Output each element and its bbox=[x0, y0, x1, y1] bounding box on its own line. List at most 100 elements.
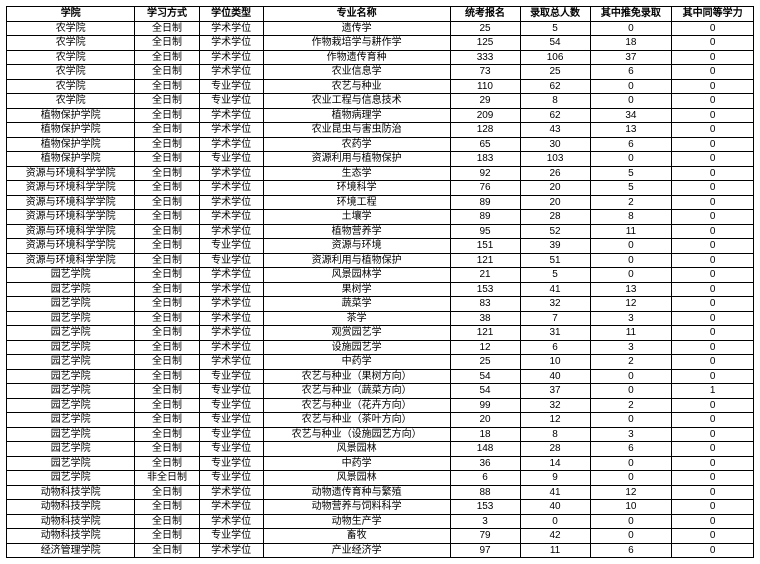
col-header-0: 学院 bbox=[7, 7, 135, 22]
cell: 学术学位 bbox=[199, 282, 263, 297]
cell: 0 bbox=[672, 108, 754, 123]
cell: 0 bbox=[672, 529, 754, 544]
cell: 专业学位 bbox=[199, 384, 263, 399]
cell: 全日制 bbox=[135, 340, 199, 355]
cell: 学术学位 bbox=[199, 326, 263, 341]
table-row: 园艺学院全日制学术学位观赏园艺学12131110 bbox=[7, 326, 754, 341]
table-row: 动物科技学院全日制专业学位畜牧794200 bbox=[7, 529, 754, 544]
cell: 5 bbox=[520, 268, 590, 283]
cell: 0 bbox=[672, 297, 754, 312]
table-row: 园艺学院全日制学术学位果树学15341130 bbox=[7, 282, 754, 297]
cell: 中药学 bbox=[263, 456, 450, 471]
cell: 3 bbox=[590, 427, 672, 442]
cell: 资源与环境 bbox=[263, 239, 450, 254]
cell: 全日制 bbox=[135, 268, 199, 283]
cell: 资源利用与植物保护 bbox=[263, 253, 450, 268]
cell: 全日制 bbox=[135, 65, 199, 80]
table-row: 园艺学院全日制专业学位中药学361400 bbox=[7, 456, 754, 471]
cell: 遗传学 bbox=[263, 21, 450, 36]
cell: 学术学位 bbox=[199, 297, 263, 312]
cell: 0 bbox=[590, 471, 672, 486]
cell: 89 bbox=[450, 210, 520, 225]
cell: 51 bbox=[520, 253, 590, 268]
cell: 专业学位 bbox=[199, 369, 263, 384]
cell: 学术学位 bbox=[199, 355, 263, 370]
cell: 资源与环境科学学院 bbox=[7, 210, 135, 225]
cell: 学术学位 bbox=[199, 195, 263, 210]
cell: 学术学位 bbox=[199, 210, 263, 225]
cell: 62 bbox=[520, 108, 590, 123]
cell: 农学院 bbox=[7, 65, 135, 80]
cell: 12 bbox=[590, 297, 672, 312]
cell: 18 bbox=[590, 36, 672, 51]
cell: 动物科技学院 bbox=[7, 500, 135, 515]
cell: 20 bbox=[520, 181, 590, 196]
cell: 专业学位 bbox=[199, 253, 263, 268]
cell: 专业学位 bbox=[199, 529, 263, 544]
cell: 动物生产学 bbox=[263, 514, 450, 529]
cell: 5 bbox=[590, 166, 672, 181]
cell: 农艺与种业（果树方向） bbox=[263, 369, 450, 384]
cell: 32 bbox=[520, 297, 590, 312]
cell: 全日制 bbox=[135, 543, 199, 558]
cell: 0 bbox=[590, 384, 672, 399]
cell: 0 bbox=[672, 369, 754, 384]
cell: 风景园林 bbox=[263, 471, 450, 486]
cell: 专业学位 bbox=[199, 239, 263, 254]
cell: 中药学 bbox=[263, 355, 450, 370]
cell: 92 bbox=[450, 166, 520, 181]
cell: 0 bbox=[672, 195, 754, 210]
cell: 10 bbox=[520, 355, 590, 370]
cell: 6 bbox=[590, 543, 672, 558]
cell: 园艺学院 bbox=[7, 326, 135, 341]
cell: 植物保护学院 bbox=[7, 108, 135, 123]
cell: 153 bbox=[450, 282, 520, 297]
table-row: 资源与环境科学学院全日制学术学位植物营养学9552110 bbox=[7, 224, 754, 239]
table-row: 经济管理学院全日制学术学位产业经济学971160 bbox=[7, 543, 754, 558]
cell: 学术学位 bbox=[199, 268, 263, 283]
cell: 0 bbox=[590, 253, 672, 268]
cell: 0 bbox=[590, 413, 672, 428]
cell: 专业学位 bbox=[199, 427, 263, 442]
cell: 园艺学院 bbox=[7, 442, 135, 457]
cell: 全日制 bbox=[135, 137, 199, 152]
cell: 6 bbox=[450, 471, 520, 486]
col-header-5: 录取总人数 bbox=[520, 7, 590, 22]
table-body: 农学院全日制学术学位遗传学25500农学院全日制学术学位作物栽培学与耕作学125… bbox=[7, 21, 754, 558]
col-header-1: 学习方式 bbox=[135, 7, 199, 22]
cell: 3 bbox=[450, 514, 520, 529]
cell: 0 bbox=[590, 514, 672, 529]
cell: 0 bbox=[672, 427, 754, 442]
table-row: 园艺学院非全日制专业学位风景园林6900 bbox=[7, 471, 754, 486]
cell: 植物保护学院 bbox=[7, 123, 135, 138]
cell: 62 bbox=[520, 79, 590, 94]
cell: 121 bbox=[450, 253, 520, 268]
cell: 学术学位 bbox=[199, 50, 263, 65]
cell: 0 bbox=[672, 210, 754, 225]
cell: 42 bbox=[520, 529, 590, 544]
cell: 76 bbox=[450, 181, 520, 196]
cell: 学术学位 bbox=[199, 123, 263, 138]
cell: 0 bbox=[672, 282, 754, 297]
cell: 全日制 bbox=[135, 427, 199, 442]
table-row: 园艺学院全日制学术学位茶学38730 bbox=[7, 311, 754, 326]
cell: 52 bbox=[520, 224, 590, 239]
cell: 79 bbox=[450, 529, 520, 544]
cell: 83 bbox=[450, 297, 520, 312]
cell: 28 bbox=[520, 442, 590, 457]
cell: 学术学位 bbox=[199, 166, 263, 181]
cell: 全日制 bbox=[135, 413, 199, 428]
cell: 0 bbox=[672, 398, 754, 413]
cell: 学术学位 bbox=[199, 224, 263, 239]
table-row: 园艺学院全日制专业学位风景园林1482860 bbox=[7, 442, 754, 457]
cell: 7 bbox=[520, 311, 590, 326]
cell: 全日制 bbox=[135, 384, 199, 399]
cell: 36 bbox=[450, 456, 520, 471]
cell: 专业学位 bbox=[199, 152, 263, 167]
col-header-6: 其中推免录取 bbox=[590, 7, 672, 22]
cell: 风景园林学 bbox=[263, 268, 450, 283]
cell: 全日制 bbox=[135, 108, 199, 123]
cell: 0 bbox=[590, 21, 672, 36]
cell: 观赏园艺学 bbox=[263, 326, 450, 341]
cell: 89 bbox=[450, 195, 520, 210]
